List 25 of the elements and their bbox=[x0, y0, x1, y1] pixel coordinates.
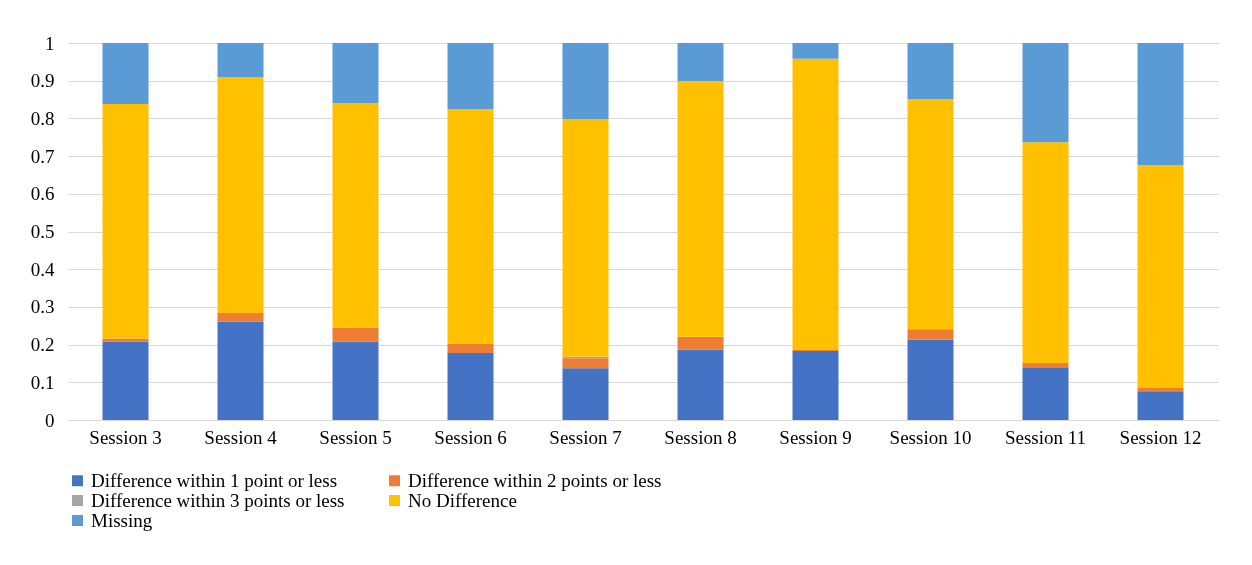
x-tick-label: Session 4 bbox=[204, 426, 278, 448]
y-tick-label: 0.1 bbox=[30, 371, 55, 393]
y-tick-label: 0.3 bbox=[30, 296, 55, 318]
y-tick-label: 0.7 bbox=[30, 145, 55, 167]
x-tick-label: Session 12 bbox=[1119, 426, 1202, 448]
y-tick-label: 1 bbox=[45, 32, 55, 54]
y-tick-label: 0 bbox=[45, 409, 55, 431]
y-tick-label: 0.6 bbox=[30, 183, 55, 205]
y-tick-label: 0.9 bbox=[30, 70, 55, 92]
legend-label: Missing bbox=[91, 509, 153, 531]
y-tick-label: 0.5 bbox=[30, 221, 55, 242]
x-tick-label: Session 3 bbox=[89, 426, 162, 448]
legend-label: Difference within 2 points or less bbox=[408, 469, 662, 491]
x-tick-label: Session 8 bbox=[664, 426, 737, 448]
legend-label: No Difference bbox=[408, 489, 517, 511]
y-tick-label: 0.8 bbox=[30, 107, 55, 129]
x-tick-label: Session 9 bbox=[779, 426, 852, 448]
x-tick-label: Session 10 bbox=[889, 426, 972, 448]
x-tick-label: Session 7 bbox=[549, 426, 622, 448]
y-tick-label: 0.4 bbox=[30, 258, 55, 280]
x-tick-label: Session 6 bbox=[434, 426, 507, 448]
legend-label: Difference within 1 point or less bbox=[91, 469, 338, 491]
y-tick-label: 0.2 bbox=[30, 334, 55, 356]
x-tick-label: Session 11 bbox=[1004, 426, 1087, 448]
x-tick-label: Session 5 bbox=[319, 426, 392, 448]
